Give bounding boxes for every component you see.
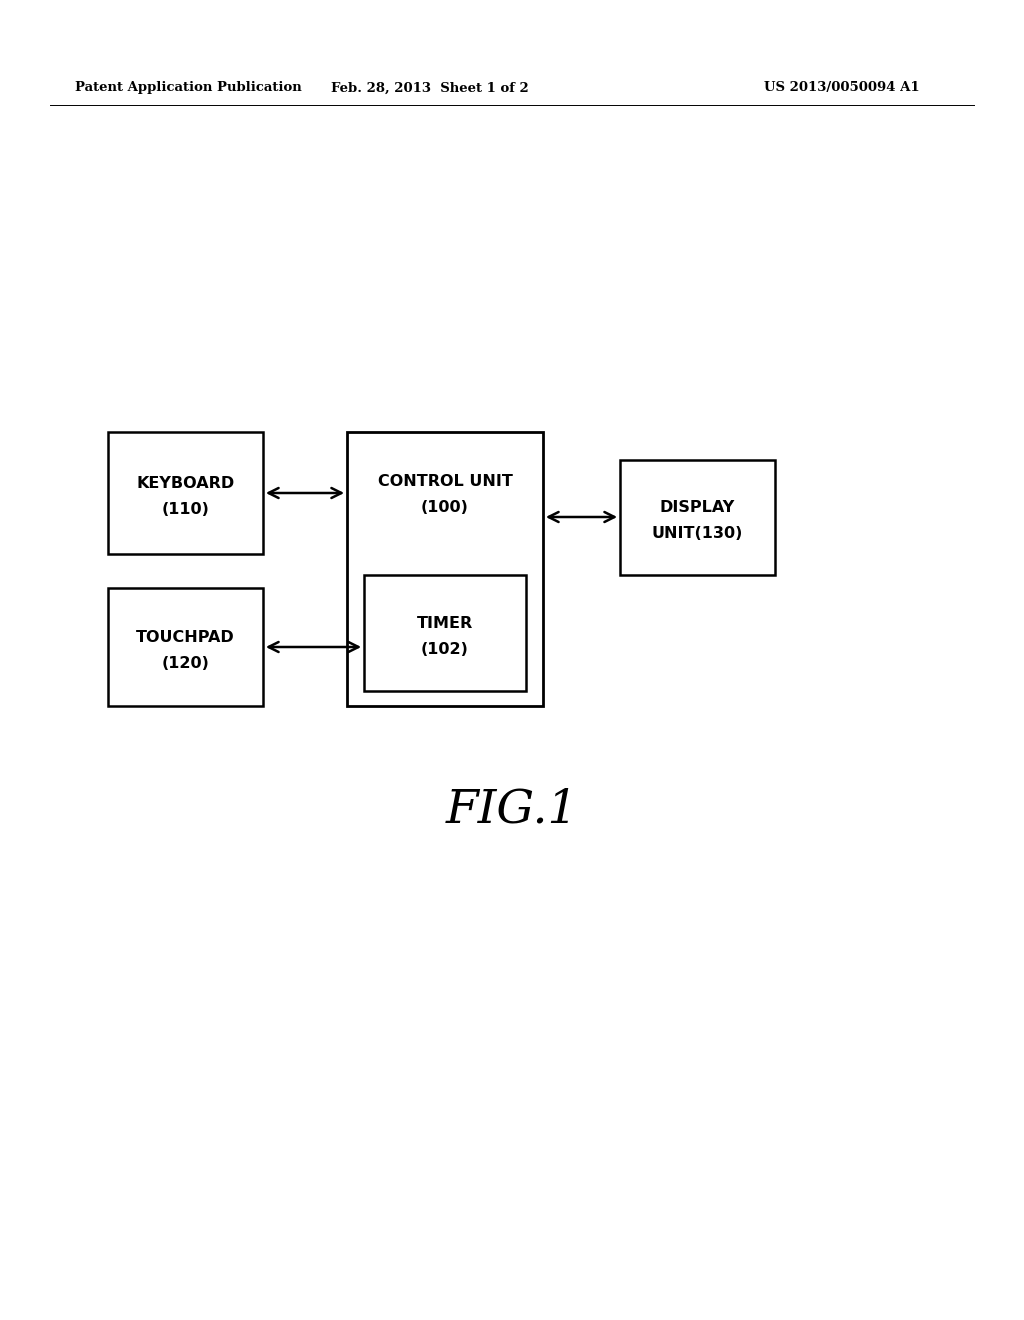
Text: (102): (102) xyxy=(421,642,469,656)
Text: (120): (120) xyxy=(162,656,210,671)
Bar xyxy=(620,459,775,576)
Text: KEYBOARD: KEYBOARD xyxy=(136,475,234,491)
Text: Feb. 28, 2013  Sheet 1 of 2: Feb. 28, 2013 Sheet 1 of 2 xyxy=(331,82,528,95)
Bar xyxy=(108,587,263,706)
Text: Patent Application Publication: Patent Application Publication xyxy=(75,82,302,95)
Bar xyxy=(364,576,526,690)
Text: TOUCHPAD: TOUCHPAD xyxy=(136,630,234,644)
Bar xyxy=(108,432,263,554)
Text: (100): (100) xyxy=(421,500,469,516)
Text: (110): (110) xyxy=(162,502,210,516)
Bar xyxy=(347,432,543,706)
Text: DISPLAY: DISPLAY xyxy=(659,500,735,515)
Text: UNIT(130): UNIT(130) xyxy=(652,525,743,541)
Text: US 2013/0050094 A1: US 2013/0050094 A1 xyxy=(764,82,920,95)
Text: CONTROL UNIT: CONTROL UNIT xyxy=(378,474,512,490)
Text: TIMER: TIMER xyxy=(417,615,473,631)
Text: FIG.1: FIG.1 xyxy=(445,787,579,833)
